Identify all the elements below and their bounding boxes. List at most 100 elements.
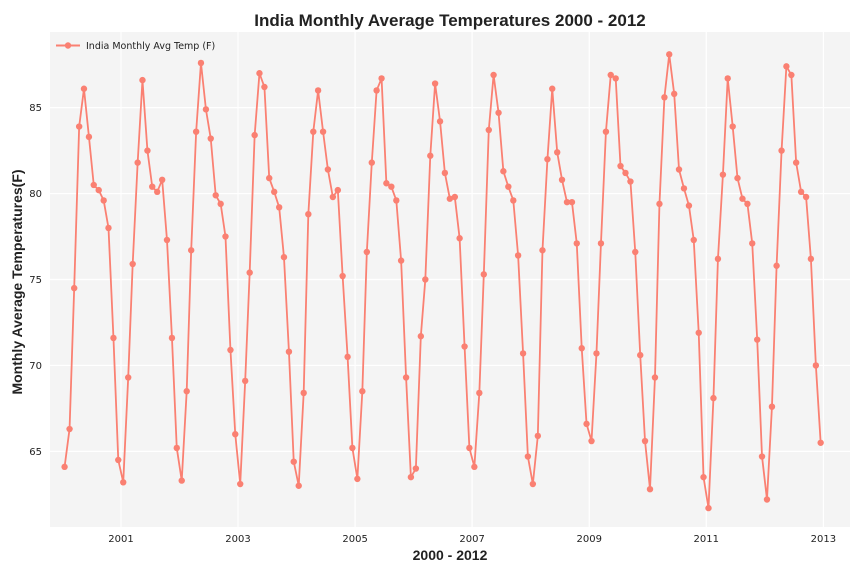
data-point [344,353,351,361]
data-point [388,183,395,190]
data-point [549,85,556,92]
data-point [207,135,214,142]
data-point [729,123,736,130]
x-tick-label: 2003 [225,534,250,545]
data-point [407,473,415,481]
data-point [61,463,68,471]
data-point [105,224,112,232]
data-point [744,200,751,208]
x-tick-label: 2007 [459,534,484,545]
data-point [714,255,722,263]
data-point [368,159,375,166]
data-point [451,193,459,201]
data-point [261,83,268,91]
data-point [597,240,605,247]
data-point [359,388,366,395]
data-point [314,87,322,94]
data-point [339,272,346,280]
data-point [290,458,297,465]
data-point [461,343,468,350]
data-point [471,463,478,471]
legend: India Monthly Avg Temp (F) [56,41,215,52]
data-point [173,444,180,452]
data-point [71,284,78,292]
data-point [495,109,502,116]
data-point [568,198,576,206]
x-tick-label: 2011 [694,534,719,545]
data-point [539,247,546,254]
data-point [724,75,731,82]
x-tick-label: 2001 [108,534,133,545]
data-point [305,210,312,218]
data-point [812,362,820,369]
data-point [578,345,585,352]
data-point [319,128,327,135]
ticks: 65 70 75 80 85 2001 2003 2005 2007 2009 2011 2013 [29,103,836,545]
x-axis-label: 2000 - 2012 [413,547,488,563]
data-point [675,166,683,173]
data-point [719,171,727,178]
data-point [271,188,278,196]
data-point [310,128,317,135]
y-tick-label: 85 [29,103,42,114]
data-point [573,240,580,247]
data-point [417,333,425,340]
data-point [397,257,405,264]
data-point [778,147,785,154]
legend-marker [64,42,72,49]
data-point [187,247,195,254]
data-point [490,71,497,79]
data-point [637,351,644,359]
data-point [641,437,649,445]
chart-title: India Monthly Average Temperatures 2000 … [254,11,645,30]
data-point [412,465,420,472]
data-point [456,235,463,242]
data-point [661,94,668,101]
data-point [700,473,707,481]
data-point [110,334,117,342]
data-point [607,71,614,79]
data-point [427,152,434,159]
data-point [422,276,429,283]
y-axis-label: Monthly Average Temperatures(F) [9,169,25,394]
data-point [583,420,590,428]
data-point [168,334,176,342]
data-point [480,271,488,278]
data-point [95,186,102,194]
data-point [275,204,283,211]
data-point [354,475,361,483]
data-point [544,155,551,163]
data-point [334,186,342,194]
data-point [446,195,454,202]
data-point [222,233,229,240]
data-point [466,444,473,452]
data-point [134,159,141,166]
data-point [192,128,200,135]
data-point [436,118,444,125]
data-point [612,75,619,82]
data-point [115,456,122,464]
data-point [100,197,107,204]
data-point [476,389,483,397]
grid [50,32,850,527]
data-point [378,75,385,82]
data-point [295,482,302,489]
data-point [802,193,810,201]
data-point [393,197,400,204]
x-tick-label: 2013 [811,534,836,545]
data-point [768,403,776,410]
data-point [125,374,132,381]
data-point [178,477,185,484]
data-point [593,350,600,357]
data-point [510,197,517,204]
data-point [280,253,288,261]
data-point [690,236,697,244]
y-tick-label: 70 [29,361,42,372]
data-point [75,123,83,130]
data-point [622,169,629,177]
data-point [656,200,663,208]
data-point [431,80,439,87]
data-point [202,106,210,113]
data-point [402,374,410,381]
data-point [792,159,800,166]
